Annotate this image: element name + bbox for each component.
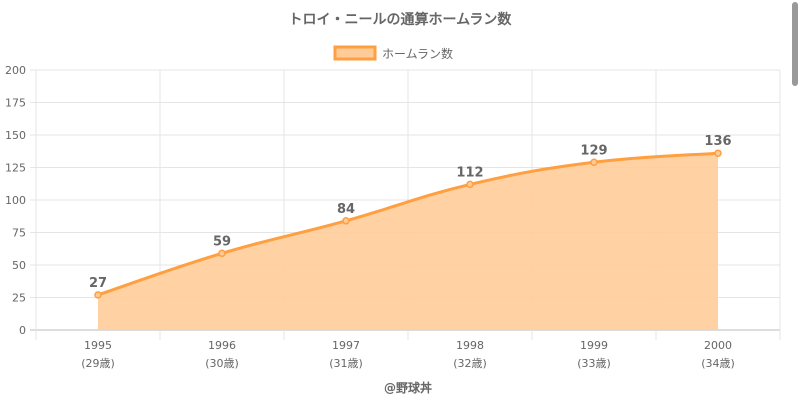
y-tick-label: 25 [12, 292, 26, 305]
data-label: 129 [580, 143, 607, 158]
x-tick-label: 1998 [456, 339, 484, 352]
data-label: 27 [89, 276, 107, 291]
y-tick-label: 175 [5, 97, 26, 110]
y-tick-label: 200 [5, 64, 26, 77]
y-tick-label: 150 [5, 129, 26, 142]
x-tick-sublabel: (31歳) [329, 357, 363, 370]
chart-title: トロイ・ニールの通算ホームラン数 [289, 11, 513, 28]
data-label: 59 [213, 234, 231, 249]
x-tick-label: 1999 [580, 339, 608, 352]
x-tick-label: 2000 [704, 339, 732, 352]
x-tick-sublabel: (34歳) [701, 357, 735, 370]
x-tick-sublabel: (30歳) [205, 357, 239, 370]
scrollbar[interactable] [792, 2, 798, 86]
data-point [714, 149, 722, 157]
footer: @野球丼 [384, 380, 432, 395]
x-tick-label: 1997 [332, 339, 360, 352]
data-label: 136 [704, 134, 731, 149]
y-tick-label: 125 [5, 162, 26, 175]
legend-label: ホームラン数 [382, 46, 453, 61]
data-label: 112 [456, 165, 483, 180]
data-point [218, 249, 226, 258]
y-tick-label: 50 [12, 259, 26, 272]
legend-swatch [333, 45, 377, 61]
y-tick-label: 0 [19, 324, 26, 337]
x-tick-sublabel: (32歳) [453, 357, 487, 370]
area-fill [98, 153, 718, 330]
data-point [590, 158, 598, 167]
data-point [94, 291, 102, 299]
x-tick-label: 1996 [208, 339, 236, 352]
series-line [97, 151, 719, 297]
x-tick-sublabel: (29歳) [81, 357, 115, 370]
y-tick-label: 75 [12, 227, 26, 240]
x-tick-label: 1995 [84, 339, 112, 352]
data-point [342, 217, 350, 225]
legend[interactable]: ホームラン数 [333, 45, 453, 61]
data-point [466, 180, 474, 189]
x-tick-sublabel: (33歳) [577, 357, 611, 370]
y-tick-label: 100 [5, 194, 26, 207]
data-label: 84 [337, 202, 355, 217]
